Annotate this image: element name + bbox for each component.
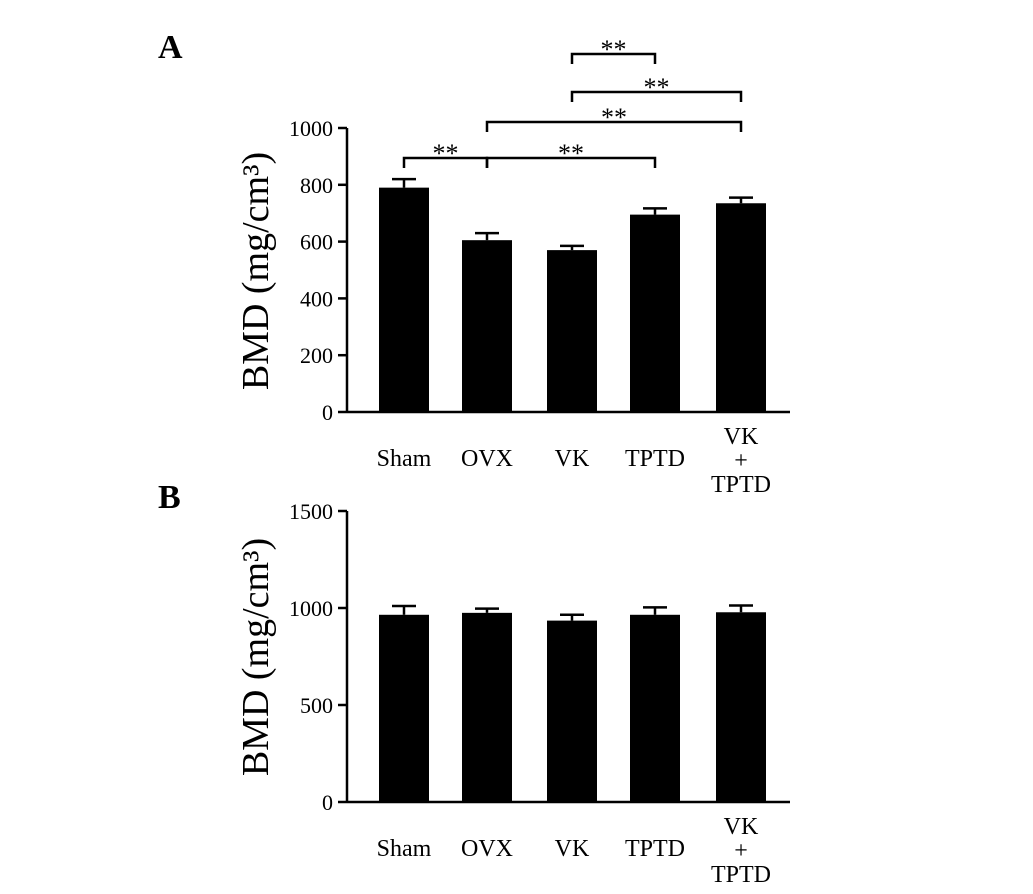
category-label-a: Sham <box>377 446 432 472</box>
y-tick-label-b: 0 <box>322 790 333 815</box>
bar-a <box>547 250 597 412</box>
significance-label-a: ** <box>601 35 627 64</box>
category-label-b: VK <box>724 814 759 840</box>
y-axis-label-b: BMD (mg/cm³) <box>235 538 277 776</box>
significance-bracket-a <box>570 52 657 64</box>
bar-a <box>630 214 680 412</box>
y-tick-label-a: 800 <box>300 173 333 198</box>
significance-bracket-a <box>570 90 743 102</box>
significance-label-a: ** <box>644 73 670 102</box>
bar-a <box>462 240 512 412</box>
category-label-b: + <box>734 838 748 864</box>
significance-bracket-a <box>485 120 743 132</box>
bar-b <box>630 614 680 802</box>
bar-b <box>547 620 597 802</box>
category-label-a: TPTD <box>711 472 771 498</box>
y-tick-label-a: 200 <box>300 343 333 368</box>
y-tick-label-b: 1000 <box>289 596 333 621</box>
bar-b <box>379 614 429 802</box>
y-tick-label-a: 1000 <box>289 116 333 141</box>
significance-label-a: ** <box>558 139 584 168</box>
category-label-a: + <box>734 448 748 474</box>
y-tick-label-a: 0 <box>322 400 333 425</box>
category-label-b: VK <box>555 836 590 862</box>
y-tick-label-b: 1500 <box>289 499 333 524</box>
category-label-a: VK <box>724 424 759 450</box>
significance-label-a: ** <box>601 103 627 132</box>
y-tick-label-b: 500 <box>300 693 333 718</box>
category-label-b: TPTD <box>711 862 771 888</box>
panel-label-a: A <box>158 29 183 66</box>
y-tick-label-a: 600 <box>300 230 333 255</box>
significance-bracket-a <box>485 156 657 168</box>
y-axis-label-a: BMD (mg/cm³) <box>235 152 277 390</box>
category-label-b: TPTD <box>625 836 685 862</box>
bar-a <box>379 187 429 412</box>
bar-b <box>462 612 512 802</box>
bar-b <box>716 612 766 802</box>
category-label-a: OVX <box>461 446 513 472</box>
category-label-b: Sham <box>377 836 432 862</box>
category-label-a: TPTD <box>625 446 685 472</box>
bar-a <box>716 203 766 412</box>
category-label-a: VK <box>555 446 590 472</box>
category-label-b: OVX <box>461 836 513 862</box>
y-tick-label-a: 400 <box>300 286 333 311</box>
significance-label-a: ** <box>433 139 459 168</box>
panel-label-b: B <box>158 479 181 516</box>
